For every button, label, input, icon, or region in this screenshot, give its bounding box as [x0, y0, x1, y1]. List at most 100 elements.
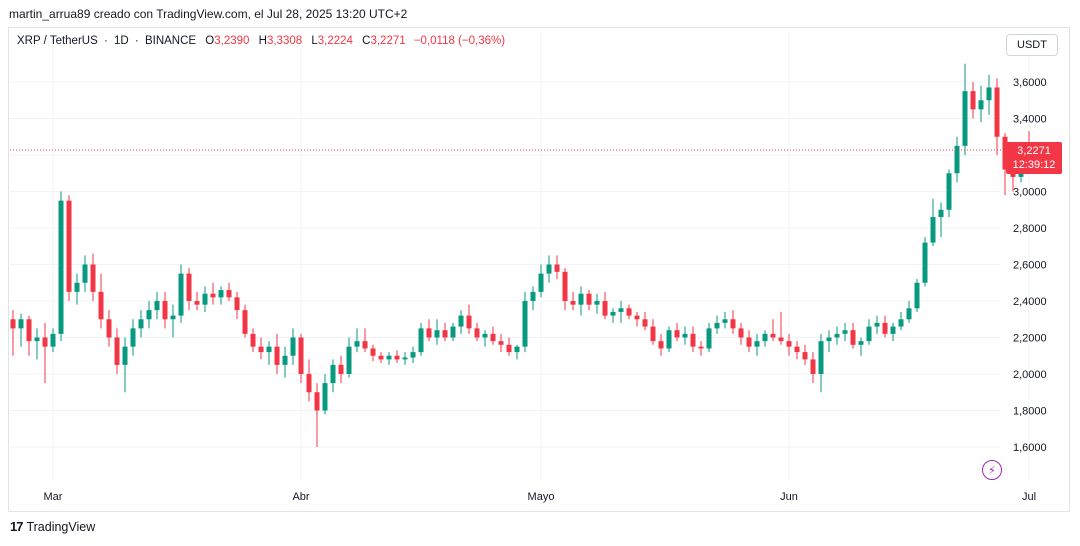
candle-body [258, 346, 264, 353]
candle-body [762, 333, 768, 342]
candle-body [546, 264, 552, 274]
time-tick-label: Abr [292, 491, 309, 503]
candle [170, 304, 176, 338]
candle [130, 319, 136, 356]
candle-body [90, 264, 96, 292]
candle [506, 337, 512, 356]
candle-body [866, 326, 872, 342]
candle [858, 337, 864, 356]
candle [114, 328, 120, 374]
candle-body [914, 282, 920, 309]
candle-body [746, 337, 752, 347]
candle-body [858, 341, 864, 345]
candle-body [98, 291, 104, 320]
candle [194, 291, 200, 311]
candle-body [138, 319, 144, 329]
candles [10, 63, 1032, 447]
candle [290, 328, 296, 365]
candle-body [490, 333, 496, 342]
candle-body [570, 301, 576, 305]
time-tick-label: Jul [1022, 491, 1036, 503]
candle-body [338, 364, 344, 374]
candle [610, 308, 616, 323]
candle [330, 359, 336, 393]
candle [522, 291, 528, 353]
candle-body [362, 341, 368, 349]
candle [266, 341, 272, 365]
candle [754, 333, 760, 356]
candle-body [298, 337, 304, 374]
close-value: 3,2271 [370, 35, 406, 47]
candle-body [842, 330, 848, 334]
candle [98, 273, 104, 329]
candle [274, 333, 280, 374]
candle-body [34, 337, 40, 342]
candle-body [74, 282, 80, 292]
currency-button[interactable]: USDT [1006, 34, 1058, 56]
candle-body [266, 346, 272, 353]
candle [562, 268, 568, 311]
candle [690, 326, 696, 353]
candle-body [370, 348, 376, 356]
candle-body [906, 308, 912, 320]
candle [370, 344, 376, 362]
candle [450, 322, 456, 342]
flash-icon[interactable]: ⚡ [982, 460, 1002, 480]
candle [770, 319, 776, 342]
price-tick-label: 2,8000 [1013, 223, 1047, 235]
candle-body [738, 328, 744, 338]
candle [778, 311, 784, 345]
candle [938, 202, 944, 238]
candle-body [794, 346, 800, 353]
price-tick-label: 1,6000 [1013, 442, 1047, 454]
candle [362, 328, 368, 353]
candle-body [498, 341, 504, 345]
candle-body [554, 264, 560, 272]
candle-body [410, 352, 416, 358]
candle-body [578, 293, 584, 305]
candle-body [434, 330, 440, 338]
candle-body [346, 346, 352, 374]
candle [42, 322, 48, 384]
candle [178, 264, 184, 323]
candle [826, 330, 832, 353]
interval[interactable]: 1D [114, 35, 129, 47]
time-axis: Mar Abr Mayo Jun Jul [44, 491, 1037, 503]
candle-body [186, 273, 192, 301]
candle [746, 330, 752, 353]
candle [642, 311, 648, 331]
candle [58, 191, 64, 342]
candle-body [714, 322, 720, 329]
price-tick-label: 3,6000 [1013, 77, 1047, 89]
candle-body [274, 346, 280, 365]
high-label: H [258, 35, 267, 47]
candle [978, 85, 984, 123]
candle-body [650, 326, 656, 342]
close-label: C [362, 35, 371, 47]
candle-body [482, 333, 488, 338]
candle [714, 315, 720, 334]
candle-body [170, 315, 176, 320]
candle [834, 326, 840, 345]
candle-body [178, 273, 184, 316]
candle-body [706, 328, 712, 349]
candle [554, 255, 560, 280]
price-axis: 1,6000 1,8000 2,0000 2,2000 2,4000 2,6000 2,80… [1013, 77, 1047, 454]
low-label: L [311, 35, 318, 47]
price-tick-label: 2,6000 [1013, 260, 1047, 272]
candle [722, 311, 728, 329]
tradingview-logo-icon: 17 [10, 519, 24, 534]
separator-dot: · [103, 35, 108, 47]
candle-body [242, 310, 248, 334]
candle-body [770, 333, 776, 338]
current-price-value: 3,2271 [1017, 145, 1051, 157]
candle [498, 333, 504, 353]
candle-body [474, 328, 480, 338]
candle [338, 355, 344, 384]
candle-body [26, 319, 32, 342]
candle-body [10, 319, 16, 329]
candle [914, 279, 920, 312]
symbol-name[interactable]: XRP / TetherUS [17, 35, 98, 47]
candle [306, 359, 312, 402]
